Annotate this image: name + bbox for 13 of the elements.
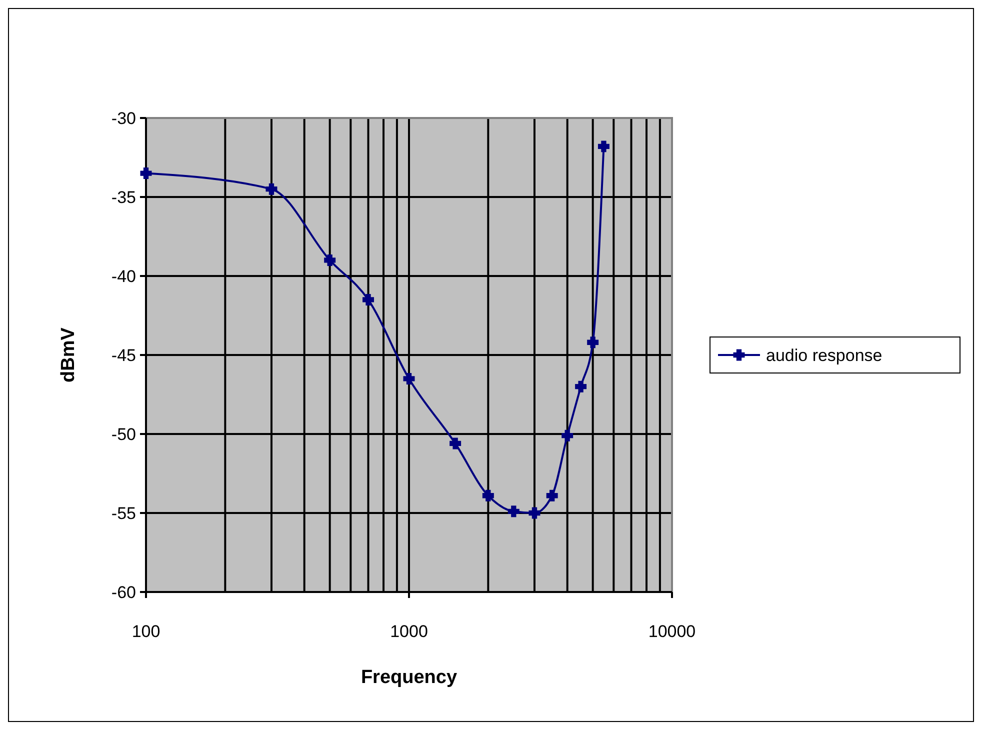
- y-tick-label: -40: [111, 266, 136, 286]
- y-tick-label: -35: [111, 188, 136, 207]
- y-tick-label: -55: [111, 504, 136, 523]
- y-tick-label: -30: [111, 108, 136, 128]
- y-tick-label: -60: [111, 582, 136, 602]
- y-axis-title: dBmV: [58, 327, 79, 382]
- x-tick-label: 1000: [390, 622, 428, 641]
- x-tick-label: 10000: [648, 622, 696, 641]
- x-axis-title: Frequency: [360, 667, 458, 688]
- legend-label: audio response: [766, 346, 882, 365]
- y-tick-label: -45: [111, 346, 136, 365]
- y-tick-label: -50: [111, 424, 136, 444]
- x-tick-label: 100: [132, 622, 160, 641]
